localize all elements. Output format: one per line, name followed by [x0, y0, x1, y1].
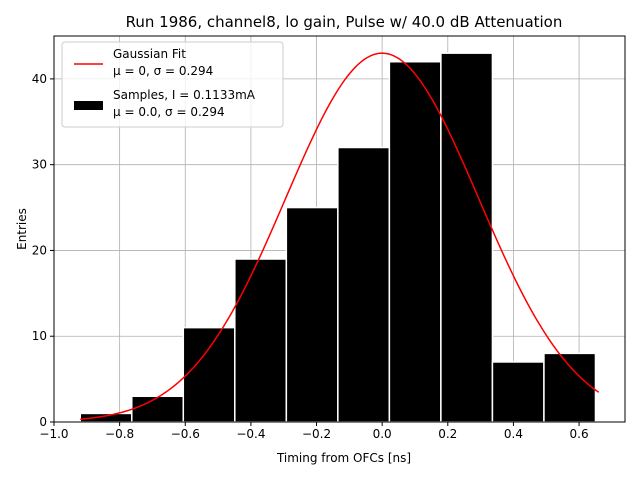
- y-axis: 0 10 20 30 40: [32, 72, 54, 429]
- y-tick-label: 10: [32, 329, 47, 343]
- x-tick-label: 0.0: [373, 427, 392, 441]
- x-axis: −1.0 −0.8 −0.6 −0.4 −0.2 0.0 0.2 0.4 0.6: [39, 422, 589, 441]
- legend-samples-swatch: [74, 101, 103, 110]
- histogram-bar: [285, 206, 339, 423]
- legend: Gaussian Fit μ = 0, σ = 0.294 Samples, I…: [61, 41, 284, 128]
- histogram-bars: [79, 52, 597, 423]
- histogram-bar: [491, 361, 545, 423]
- y-axis-label: Entries: [15, 208, 29, 250]
- y-tick-label: 30: [32, 158, 47, 172]
- legend-fit-label: Gaussian Fit: [113, 47, 186, 61]
- x-tick-label: 0.4: [504, 427, 523, 441]
- x-axis-label: Timing from OFCs [ns]: [276, 451, 411, 465]
- x-tick-label: −0.8: [105, 427, 134, 441]
- x-tick-label: −0.2: [302, 427, 331, 441]
- x-tick-label: 0.6: [570, 427, 589, 441]
- x-tick-label: −0.6: [171, 427, 200, 441]
- legend-samples-params: μ = 0.0, σ = 0.294: [113, 105, 225, 119]
- gaussian-fit-line: [80, 52, 600, 420]
- y-tick-label: 0: [39, 415, 47, 429]
- chart-title: Run 1986, channel8, lo gain, Pulse w/ 40…: [126, 13, 563, 31]
- histogram-bar: [234, 258, 288, 423]
- histogram-bar: [440, 52, 494, 423]
- x-tick-label: −0.4: [236, 427, 265, 441]
- histogram-bar: [131, 395, 185, 423]
- y-tick-label: 40: [32, 72, 47, 86]
- histogram-bar: [388, 60, 442, 423]
- plot-frame: [53, 35, 626, 423]
- histogram-bar: [337, 146, 391, 423]
- y-tick-label: 20: [32, 243, 47, 257]
- gaussian-fit-curve: [80, 52, 600, 420]
- histogram-bar: [182, 326, 236, 423]
- legend-samples-label: Samples, I = 0.1133mA: [113, 88, 256, 102]
- histogram-bar: [543, 352, 597, 423]
- x-tick-label: −1.0: [39, 427, 68, 441]
- legend-box: [61, 41, 284, 128]
- legend-fit-params: μ = 0, σ = 0.294: [113, 64, 213, 78]
- x-tick-label: 0.2: [438, 427, 457, 441]
